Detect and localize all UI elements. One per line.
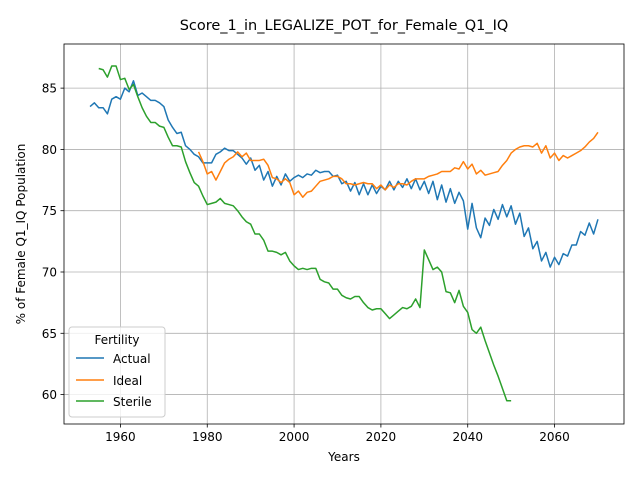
legend-title: Fertility: [94, 333, 139, 347]
y-tick-label: 85: [42, 82, 57, 96]
series-line-ideal: [197, 131, 599, 198]
series-line-sterile: [98, 65, 512, 402]
x-tick-label: 2040: [452, 430, 483, 444]
legend-box: [68, 326, 166, 418]
legend-label-sterile: Sterile: [113, 395, 152, 409]
y-axis-label: % of Female Q1_IQ Population: [14, 144, 28, 325]
x-tick-label: 2000: [279, 430, 310, 444]
x-axis-label: Years: [327, 450, 360, 464]
legend-label-actual: Actual: [113, 352, 151, 366]
axes-frame: [63, 43, 625, 425]
series-lines: [89, 65, 599, 402]
series-line-actual: [89, 80, 599, 268]
y-tick-label: 65: [42, 327, 57, 341]
x-tick-label: 2020: [366, 430, 397, 444]
y-axis-ticks: 60 65 70 75 80 85: [42, 82, 64, 402]
y-tick-label: 80: [42, 143, 57, 157]
y-tick-label: 60: [42, 388, 57, 402]
legend: Fertility Actual Ideal Sterile: [68, 326, 166, 418]
x-tick-label: 1960: [105, 430, 136, 444]
x-tick-label: 2060: [539, 430, 570, 444]
legend-label-ideal: Ideal: [113, 374, 142, 388]
y-tick-label: 75: [42, 204, 57, 218]
y-tick-label: 70: [42, 266, 57, 280]
chart-title: Score_1_in_LEGALIZE_POT_for_Female_Q1_IQ: [180, 18, 509, 34]
x-axis-ticks: 1960 1980 2000 2020 2040 2060: [105, 424, 570, 444]
x-tick-label: 1980: [192, 430, 223, 444]
